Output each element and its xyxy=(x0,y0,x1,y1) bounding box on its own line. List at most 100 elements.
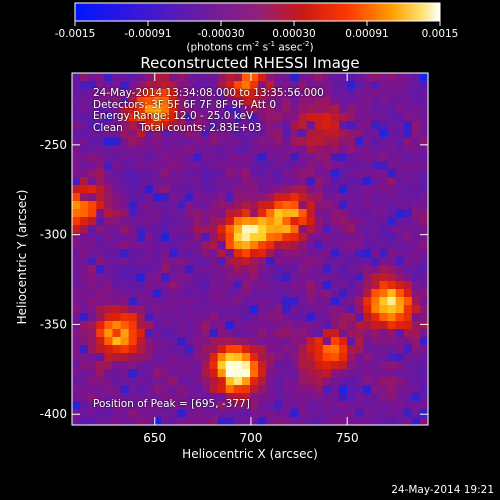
heatmap-cell xyxy=(347,145,356,154)
heatmap-cell xyxy=(274,97,283,106)
heatmap-cell xyxy=(347,401,356,410)
heatmap-cell xyxy=(266,113,275,122)
heatmap-cell xyxy=(379,377,389,386)
heatmap-cell xyxy=(282,217,292,226)
heatmap-cell xyxy=(72,81,81,90)
heatmap-cell xyxy=(169,73,178,82)
heatmap-cell xyxy=(363,369,372,378)
heatmap-cell xyxy=(306,105,316,114)
heatmap-cell xyxy=(209,281,219,290)
heatmap-cell xyxy=(144,329,154,338)
heatmap-cell xyxy=(169,217,178,226)
heatmap-cell xyxy=(201,329,211,338)
heatmap-cell xyxy=(185,353,194,362)
heatmap-cell xyxy=(120,129,130,138)
heatmap-cell xyxy=(282,233,292,242)
heatmap-cell xyxy=(80,129,89,138)
heatmap-cell xyxy=(250,417,259,426)
heatmap-cell xyxy=(104,185,114,194)
heatmap-cell xyxy=(330,401,340,410)
heatmap-cell xyxy=(161,225,170,234)
heatmap-cell xyxy=(185,313,194,322)
heatmap-cell xyxy=(120,145,130,154)
heatmap-cell xyxy=(201,73,211,82)
heatmap-cell xyxy=(233,73,243,82)
heatmap-cell xyxy=(72,353,81,362)
heatmap-cell xyxy=(355,73,364,82)
heatmap-cell xyxy=(88,153,97,162)
heatmap-cell xyxy=(136,105,146,114)
heatmap-cell xyxy=(193,89,203,98)
heatmap-cell xyxy=(379,145,389,154)
heatmap-cell xyxy=(177,385,186,394)
heatmap-cell xyxy=(419,177,429,186)
heatmap-cell xyxy=(347,313,356,322)
heatmap-cell xyxy=(209,273,219,282)
heatmap-cell xyxy=(266,121,275,130)
heatmap-cell xyxy=(136,241,146,250)
heatmap-cell xyxy=(209,169,219,178)
heatmap-cell xyxy=(339,329,348,338)
heatmap-cell xyxy=(411,209,421,218)
heatmap-cell xyxy=(128,105,138,114)
heatmap-cell xyxy=(120,185,130,194)
heatmap-cell xyxy=(322,145,332,154)
heatmap-cell xyxy=(241,265,251,274)
heatmap-cell xyxy=(161,393,170,402)
heatmap-cell xyxy=(339,177,348,186)
heatmap-cell xyxy=(395,137,405,146)
heatmap-cell xyxy=(322,289,332,298)
heatmap-cell xyxy=(136,361,146,370)
heatmap-cell xyxy=(193,265,203,274)
heatmap-cell xyxy=(339,377,348,386)
heatmap-cell xyxy=(152,97,162,106)
heatmap-cell xyxy=(225,305,235,314)
heatmap-cell xyxy=(209,209,219,218)
heatmap-cell xyxy=(80,353,89,362)
heatmap-cell xyxy=(225,153,235,162)
heatmap-cell xyxy=(355,297,364,306)
heatmap-cell xyxy=(355,401,364,410)
heatmap-cell xyxy=(290,89,300,98)
heatmap-cell xyxy=(306,97,316,106)
heatmap-cell xyxy=(112,377,122,386)
heatmap-cell xyxy=(363,249,372,258)
heatmap-cell xyxy=(177,105,186,114)
heatmap-cell xyxy=(371,105,381,114)
heatmap-cell xyxy=(355,265,364,274)
heatmap-cell xyxy=(104,321,114,330)
heatmap-cell xyxy=(347,305,356,314)
heatmap-cell xyxy=(72,385,81,394)
heatmap-cell xyxy=(411,185,421,194)
heatmap-cell xyxy=(347,337,356,346)
heatmap-cell xyxy=(177,417,186,426)
heatmap-cell xyxy=(209,153,219,162)
heatmap-cell xyxy=(306,289,316,298)
heatmap-cell xyxy=(225,161,235,170)
heatmap-cell xyxy=(209,257,219,266)
heatmap-cell xyxy=(241,137,251,146)
heatmap-cell xyxy=(201,337,211,346)
heatmap-cell xyxy=(233,145,243,154)
heatmap-cell xyxy=(266,273,275,282)
heatmap-cell xyxy=(411,137,421,146)
heatmap-cell xyxy=(152,169,162,178)
heatmap-cell xyxy=(72,161,81,170)
heatmap-cell xyxy=(225,209,235,218)
heatmap-cell xyxy=(96,201,105,210)
heatmap-cell xyxy=(306,129,316,138)
heatmap-cell xyxy=(347,225,356,234)
heatmap-cell xyxy=(128,257,138,266)
heatmap-cell xyxy=(72,417,81,426)
heatmap-cell xyxy=(339,201,348,210)
heatmap-cell xyxy=(144,361,154,370)
heatmap-cell xyxy=(322,281,332,290)
heatmap-cell xyxy=(80,265,89,274)
heatmap-cell xyxy=(266,169,275,178)
heatmap-cell xyxy=(314,369,324,378)
heatmap-cell xyxy=(241,369,251,378)
heatmap-cell xyxy=(371,161,381,170)
heatmap-cell xyxy=(185,89,194,98)
heatmap-cell xyxy=(96,281,105,290)
heatmap-cell xyxy=(80,297,89,306)
